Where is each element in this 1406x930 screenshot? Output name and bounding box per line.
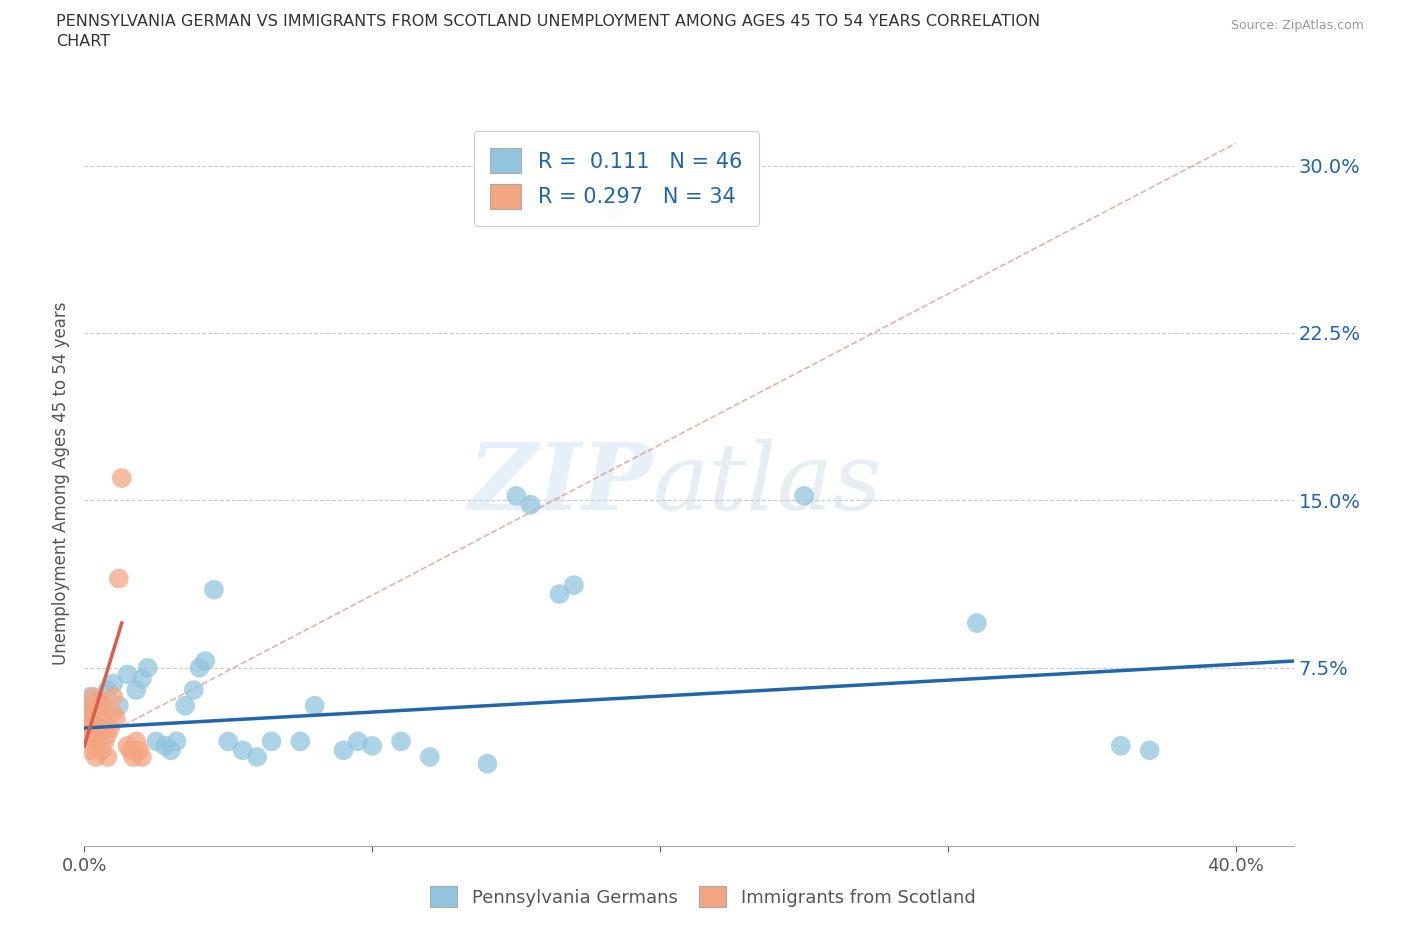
Point: [183, 683, 205, 698]
Point: [87, 705, 110, 720]
Point: [87, 694, 110, 709]
Point: [519, 498, 541, 512]
Point: [128, 743, 150, 758]
Point: [98, 721, 121, 736]
Point: [202, 582, 225, 597]
Point: [159, 743, 181, 758]
Point: [111, 471, 134, 485]
Point: [79, 734, 101, 749]
Point: [101, 689, 124, 704]
Point: [76, 705, 98, 720]
Point: [174, 698, 197, 713]
Point: [166, 734, 188, 749]
Point: [145, 734, 167, 749]
Point: [131, 750, 153, 764]
Point: [562, 578, 585, 592]
Text: Source: ZipAtlas.com: Source: ZipAtlas.com: [1230, 19, 1364, 32]
Point: [793, 488, 815, 503]
Point: [79, 689, 101, 704]
Point: [76, 698, 98, 713]
Point: [82, 705, 104, 720]
Point: [101, 676, 124, 691]
Point: [79, 716, 101, 731]
Legend: R =  0.111   N = 46, R = 0.297   N = 34: R = 0.111 N = 46, R = 0.297 N = 34: [474, 131, 759, 226]
Point: [131, 671, 153, 686]
Point: [361, 738, 384, 753]
Y-axis label: Unemployment Among Ages 45 to 54 years: Unemployment Among Ages 45 to 54 years: [52, 302, 70, 665]
Legend: Pennsylvania Germans, Immigrants from Scotland: Pennsylvania Germans, Immigrants from Sc…: [422, 877, 984, 916]
Point: [93, 716, 115, 731]
Text: CHART: CHART: [56, 34, 110, 49]
Point: [389, 734, 412, 749]
Text: PENNSYLVANIA GERMAN VS IMMIGRANTS FROM SCOTLAND UNEMPLOYMENT AMONG AGES 45 TO 54: PENNSYLVANIA GERMAN VS IMMIGRANTS FROM S…: [56, 14, 1040, 29]
Point: [73, 711, 96, 726]
Point: [82, 689, 104, 704]
Point: [79, 743, 101, 758]
Point: [84, 734, 107, 749]
Point: [117, 738, 139, 753]
Point: [79, 721, 101, 736]
Point: [548, 587, 571, 602]
Point: [194, 654, 217, 669]
Point: [260, 734, 283, 749]
Point: [188, 660, 211, 675]
Point: [90, 705, 112, 720]
Text: ZIP: ZIP: [468, 439, 652, 528]
Point: [90, 721, 112, 736]
Point: [87, 694, 110, 709]
Point: [82, 698, 104, 713]
Point: [96, 750, 118, 764]
Point: [1109, 738, 1132, 753]
Point: [93, 734, 115, 749]
Point: [290, 734, 312, 749]
Point: [217, 734, 239, 749]
Point: [108, 698, 131, 713]
Point: [93, 716, 115, 731]
Point: [120, 743, 142, 758]
Point: [136, 660, 159, 675]
Point: [347, 734, 370, 749]
Point: [1139, 743, 1161, 758]
Point: [477, 756, 499, 771]
Point: [105, 711, 128, 726]
Point: [90, 698, 112, 713]
Point: [82, 716, 104, 731]
Point: [108, 571, 131, 586]
Point: [505, 488, 527, 503]
Point: [232, 743, 254, 758]
Point: [125, 734, 148, 749]
Point: [125, 683, 148, 698]
Point: [84, 750, 107, 764]
Point: [84, 721, 107, 736]
Point: [82, 721, 104, 736]
Point: [96, 727, 118, 742]
Point: [84, 711, 107, 726]
Point: [153, 738, 176, 753]
Point: [87, 727, 110, 742]
Point: [304, 698, 326, 713]
Point: [606, 203, 628, 218]
Point: [332, 743, 354, 758]
Text: atlas: atlas: [652, 439, 882, 528]
Point: [96, 683, 118, 698]
Point: [117, 667, 139, 682]
Point: [966, 616, 988, 631]
Point: [246, 750, 269, 764]
Point: [90, 743, 112, 758]
Point: [419, 750, 441, 764]
Point: [122, 750, 145, 764]
Point: [101, 705, 124, 720]
Point: [76, 727, 98, 742]
